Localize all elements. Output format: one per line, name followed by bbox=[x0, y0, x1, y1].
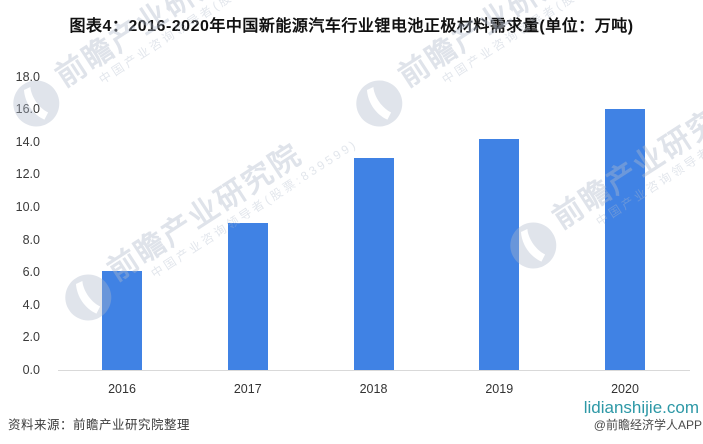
y-tick-label: 0.0 bbox=[22, 363, 40, 377]
watermark-tile: 前瞻产业研究院 中国产业咨询领导者(股票:839599) bbox=[501, 58, 703, 278]
y-tick-label: 14.0 bbox=[15, 134, 40, 149]
y-tick-label: 2.0 bbox=[22, 330, 40, 345]
y-tick-label: 6.0 bbox=[22, 265, 40, 280]
x-axis-line bbox=[58, 370, 690, 371]
x-tick-label: 2016 bbox=[108, 382, 136, 396]
y-tick-label: 16.0 bbox=[15, 102, 40, 117]
x-tick-label: 2020 bbox=[611, 382, 639, 396]
bar-2018 bbox=[353, 158, 394, 370]
credit-label: @前瞻经济学人APP bbox=[593, 418, 702, 432]
chart-title: 图表4：2016-2020年中国新能源汽车行业锂电池正极材料需求量(单位：万吨) bbox=[69, 18, 634, 35]
x-tick-label: 2019 bbox=[485, 382, 514, 396]
y-tick-label: 12.0 bbox=[15, 167, 40, 182]
qianzhan-logo-icon bbox=[356, 80, 403, 127]
bar-2017 bbox=[227, 223, 268, 370]
y-tick-label: 18.0 bbox=[15, 69, 40, 84]
y-tick-label: 8.0 bbox=[22, 232, 40, 247]
bar-2019 bbox=[479, 138, 520, 370]
bar-2020 bbox=[605, 109, 645, 370]
y-tick-label: 4.0 bbox=[22, 297, 40, 312]
source-note: 资料来源：前瞻产业研究院整理 bbox=[8, 418, 191, 432]
bar-2016 bbox=[102, 270, 142, 370]
x-tick-label: 2017 bbox=[233, 382, 262, 396]
y-tick-label: 10.0 bbox=[15, 200, 40, 214]
x-tick-label: 2018 bbox=[359, 382, 388, 396]
site-label: lidianshijie.com bbox=[583, 398, 699, 417]
